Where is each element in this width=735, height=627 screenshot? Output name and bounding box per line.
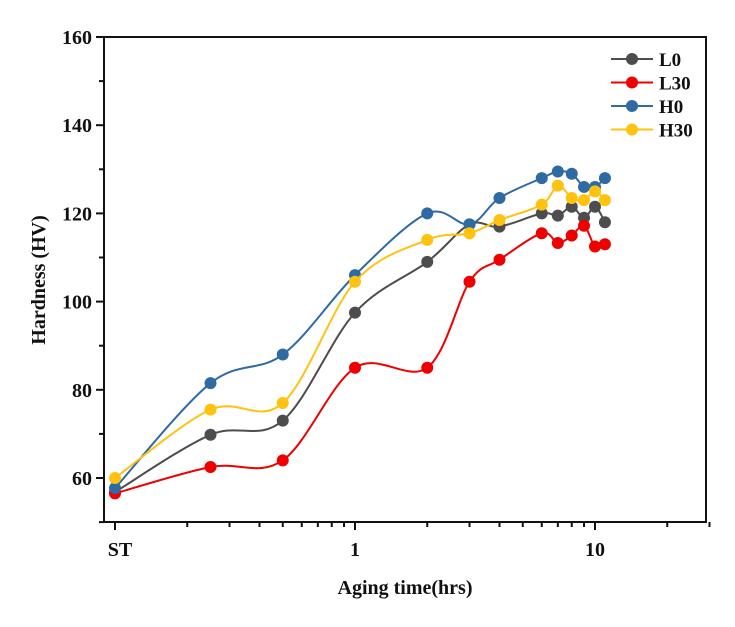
- x-axis-label: Aging time(hrs): [338, 577, 473, 599]
- data-point: [204, 377, 217, 390]
- data-point: [551, 209, 564, 222]
- data-point: [109, 472, 121, 484]
- data-point: [421, 233, 434, 246]
- data-point: [598, 172, 611, 185]
- y-tick-label: 80: [72, 380, 92, 402]
- legend-label: L0: [659, 50, 681, 71]
- series-line-l0: [114, 205, 606, 493]
- data-point: [463, 275, 476, 288]
- data-point: [535, 227, 548, 240]
- data-point: [349, 275, 361, 288]
- data-point: [204, 403, 217, 416]
- data-point: [276, 397, 289, 410]
- data-point: [535, 172, 548, 185]
- y-tick-label: 160: [62, 27, 92, 49]
- data-point: [598, 194, 611, 207]
- data-point: [535, 207, 548, 220]
- series-line-l30: [114, 224, 606, 495]
- data-point: [349, 361, 361, 374]
- series-line-h30: [114, 184, 606, 479]
- data-point: [578, 219, 591, 232]
- plot-frame: [103, 36, 707, 523]
- y-tick-label: 60: [72, 468, 92, 490]
- data-point: [204, 460, 217, 473]
- series-line-h0: [114, 170, 606, 489]
- data-point: [589, 240, 601, 253]
- data-point: [204, 428, 217, 441]
- data-point: [276, 414, 289, 427]
- legend-label: H30: [659, 121, 693, 142]
- data-point: [598, 238, 611, 251]
- legend-marker: [626, 53, 638, 65]
- x-tick-label: 10: [585, 539, 605, 561]
- data-point: [589, 185, 601, 198]
- y-tick-label: 140: [62, 115, 92, 137]
- legend-label: H0: [659, 97, 683, 118]
- data-point: [421, 207, 434, 220]
- legend-marker: [626, 100, 638, 112]
- data-point: [463, 227, 476, 240]
- data-point: [493, 253, 506, 266]
- y-tick-label: 100: [62, 292, 92, 314]
- data-point: [421, 255, 434, 268]
- y-tick-label: 120: [62, 203, 92, 225]
- axes: 60 80 100 120 140 160 ST 1 10: [62, 27, 711, 561]
- data-point: [276, 454, 289, 467]
- data-point: [578, 194, 591, 207]
- data-point: [578, 180, 591, 193]
- data-point: [463, 218, 476, 231]
- data-point: [551, 236, 564, 249]
- data-point: [493, 214, 506, 227]
- data-point: [598, 216, 611, 229]
- data-point: [565, 229, 578, 242]
- plot-area: [109, 165, 611, 500]
- data-point: [589, 200, 601, 213]
- data-point: [551, 165, 564, 178]
- legend-marker: [626, 123, 638, 136]
- data-point: [276, 348, 289, 361]
- data-point: [565, 191, 578, 204]
- data-point: [535, 198, 548, 211]
- data-point: [565, 167, 578, 180]
- series-h30: [109, 179, 611, 484]
- legend-label: L30: [659, 74, 691, 95]
- data-point: [109, 482, 121, 495]
- data-point: [493, 191, 506, 204]
- data-point: [349, 306, 361, 319]
- data-point: [551, 179, 564, 192]
- series-l30: [109, 219, 611, 500]
- data-point: [421, 361, 434, 374]
- x-tick-label: 1: [350, 539, 360, 561]
- data-point: [565, 200, 578, 213]
- x-tick-label: ST: [108, 539, 133, 561]
- series-l0: [109, 200, 611, 499]
- y-axis-label: Hardness (HV): [28, 215, 50, 344]
- legend-marker: [626, 76, 638, 89]
